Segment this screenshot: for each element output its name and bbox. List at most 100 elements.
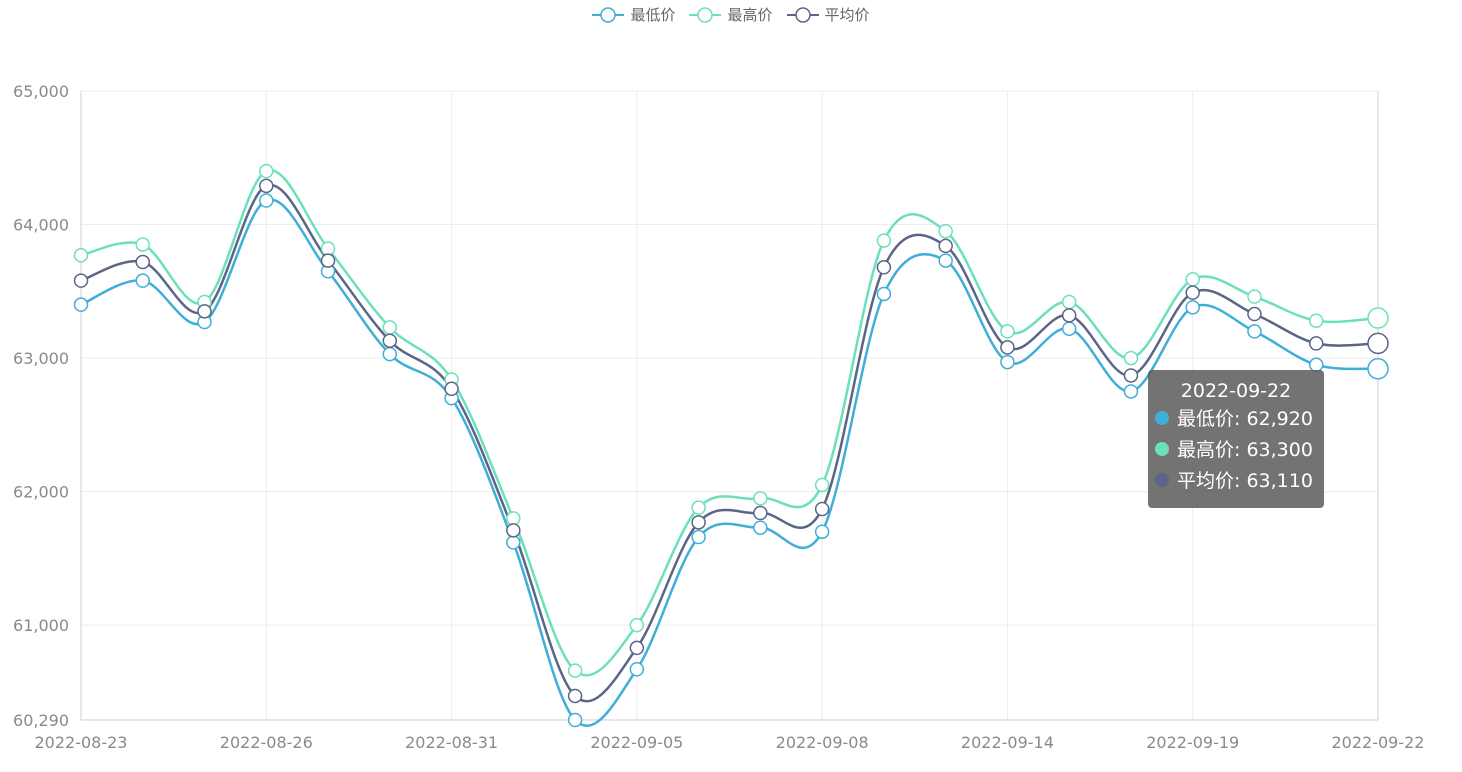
legend-item-lowest[interactable]: 最低价: [592, 4, 675, 25]
y-tick-label: 65,000: [13, 82, 69, 101]
tooltip-row-average: 平均价: 63,110: [1148, 464, 1324, 495]
data-point: [1000, 324, 1015, 339]
data-point: [135, 273, 151, 288]
x-tick-label: 2022-08-26: [220, 733, 313, 752]
legend-item-highest[interactable]: 最高价: [689, 4, 773, 25]
data-point: [506, 511, 521, 526]
x-tick-label: 2022-09-08: [776, 733, 869, 752]
data-point: [506, 535, 521, 550]
data-point: [629, 662, 645, 677]
data-point: [876, 260, 892, 275]
legend-label: 平均价: [824, 6, 870, 24]
data-point: [1308, 313, 1324, 328]
tooltip-row-highest: 最高价: 63,300: [1148, 433, 1324, 464]
data-point: [753, 491, 768, 506]
data-point: [73, 273, 89, 288]
x-tick-label: 2022-09-05: [590, 733, 683, 752]
legend-line-circle-icon: [689, 6, 722, 23]
x-tick-label: 2022-09-14: [961, 733, 1054, 752]
data-point: [691, 500, 706, 515]
tooltip-row-label: 最高价: 63,300: [1177, 439, 1313, 461]
x-tick-label: 2022-08-31: [405, 733, 498, 752]
y-tick-label: 61,000: [13, 616, 69, 635]
data-point: [1123, 384, 1139, 399]
data-point: [938, 238, 953, 254]
data-point: [197, 304, 212, 319]
x-tick-label: 2022-09-19: [1146, 733, 1239, 752]
data-point: [814, 501, 830, 517]
legend-line-circle-icon: [592, 6, 625, 23]
data-point: [1367, 332, 1389, 355]
data-point: [73, 248, 89, 263]
y-tick-label: 63,000: [13, 349, 69, 368]
y-axis-labels: 60,290 61,000 62,000 63,000 64,000 65,000: [13, 82, 69, 730]
series-points[interactable]: [73, 163, 1389, 728]
tooltip: 2022-09-22 最低价: 62,920 最高价: 63,300 平均价: …: [1148, 370, 1324, 508]
data-point: [1000, 354, 1015, 370]
data-point: [691, 515, 706, 530]
data-point: [629, 617, 645, 633]
data-point: [1061, 308, 1077, 323]
data-point: [320, 253, 336, 268]
legend-label: 最高价: [727, 6, 773, 24]
data-point: [382, 346, 398, 362]
data-point: [1123, 368, 1139, 383]
series-dot-icon: [1155, 472, 1169, 487]
data-point: [1247, 289, 1262, 304]
data-point: [753, 505, 768, 521]
legend-label: 最低价: [630, 6, 676, 24]
x-tick-label: 2022-08-23: [35, 733, 128, 752]
y-tick-label: 60,290: [13, 711, 69, 730]
data-point: [567, 688, 583, 704]
series-dot-icon: [1155, 410, 1169, 425]
data-point: [1185, 285, 1200, 300]
data-point: [135, 237, 151, 252]
data-point: [1123, 350, 1139, 366]
data-point: [1247, 324, 1262, 339]
data-point: [1308, 336, 1324, 351]
data-point: [567, 663, 583, 678]
x-axis-labels: 2022-08-23 2022-08-26 2022-08-31 2022-09-05…: [35, 733, 1425, 752]
data-point: [320, 241, 336, 256]
x-tick-label: 2022-09-22: [1332, 733, 1425, 752]
data-point: [629, 640, 645, 656]
tooltip-row-label: 平均价: 63,110: [1177, 470, 1313, 492]
data-point: [814, 477, 830, 493]
data-point: [1061, 294, 1077, 310]
data-point: [938, 223, 953, 239]
data-point: [876, 233, 892, 248]
data-point: [259, 178, 274, 194]
data-point: [938, 253, 953, 268]
data-point: [1367, 307, 1389, 329]
data-point: [691, 529, 706, 545]
data-point: [135, 254, 151, 270]
data-point: [753, 520, 768, 535]
legend-item-average[interactable]: 平均价: [786, 4, 870, 25]
tooltip-row-lowest: 最低价: 62,920: [1148, 402, 1324, 433]
data-point: [1185, 272, 1200, 287]
data-point: [382, 320, 398, 335]
series-dot-icon: [1155, 441, 1169, 456]
legend-line-circle-icon: [786, 6, 819, 23]
data-point: [73, 297, 89, 312]
data-point: [814, 524, 830, 539]
axes: [80, 91, 1379, 721]
data-point: [382, 333, 398, 348]
data-point: [506, 523, 521, 538]
data-point: [259, 163, 274, 179]
y-tick-label: 64,000: [13, 216, 69, 235]
data-point: [567, 712, 583, 728]
data-point: [1247, 306, 1262, 322]
data-point: [444, 381, 459, 397]
tooltip-title: 2022-09-22: [1180, 380, 1292, 402]
data-point: [1061, 321, 1077, 336]
tooltip-row-label: 最低价: 62,920: [1177, 408, 1313, 430]
data-point: [1000, 340, 1015, 355]
legend: 最低价 最高价 平均价: [0, 4, 1462, 25]
data-point: [876, 286, 892, 302]
y-tick-label: 62,000: [13, 483, 69, 502]
data-point: [1185, 300, 1200, 315]
data-point: [1367, 358, 1389, 380]
data-point: [259, 193, 274, 208]
